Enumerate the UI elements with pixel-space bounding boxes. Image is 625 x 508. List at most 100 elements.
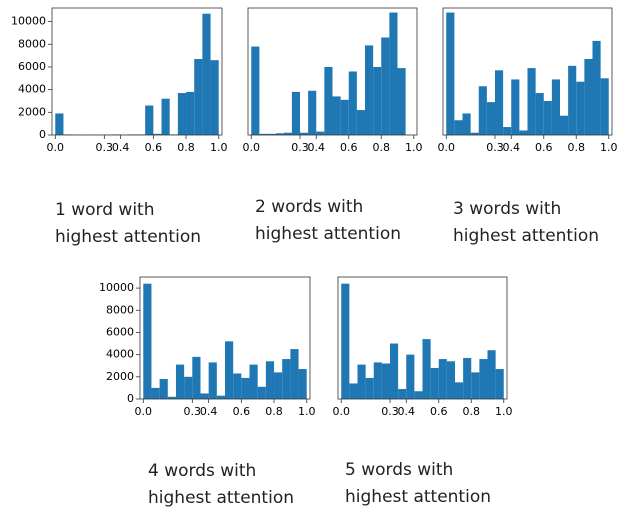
x-tick-label: 0.3 xyxy=(96,141,114,154)
histogram-bar xyxy=(153,133,162,135)
histogram-bar xyxy=(511,79,520,135)
y-tick-label: 6000 xyxy=(106,325,134,338)
y-tick-label: 0 xyxy=(39,128,46,141)
x-tick-label: 1.0 xyxy=(495,405,513,418)
histogram-bar xyxy=(192,356,201,399)
histogram-bar xyxy=(446,12,455,136)
histogram-bar xyxy=(462,113,471,135)
x-tick-label: 0.6 xyxy=(145,141,163,154)
histogram-bar xyxy=(349,383,358,399)
x-tick-label: 0.4 xyxy=(503,141,521,154)
histogram-bar xyxy=(341,283,350,399)
histogram-bar xyxy=(290,349,299,399)
x-tick-label: 0.0 xyxy=(243,141,261,154)
histogram-bar xyxy=(365,45,374,135)
histogram-bar xyxy=(159,379,168,399)
x-tick-label: 1.0 xyxy=(210,141,228,154)
y-tick-label: 6000 xyxy=(18,60,46,73)
histogram-bar xyxy=(151,387,160,399)
x-tick-label: 0.3 xyxy=(486,141,504,154)
histogram-bar xyxy=(356,110,365,135)
histogram-bar xyxy=(257,386,266,399)
histogram-bar xyxy=(527,68,536,135)
histogram-bar xyxy=(592,40,601,136)
x-tick-label: 0.0 xyxy=(438,141,456,154)
histogram-bar xyxy=(55,113,64,135)
y-tick-label: 0 xyxy=(127,392,134,405)
x-tick-label: 0.6 xyxy=(233,405,251,418)
histogram-bar xyxy=(274,372,283,399)
histogram-bar xyxy=(332,96,341,135)
x-tick-label: 0.0 xyxy=(47,141,65,154)
histogram-bar xyxy=(275,133,284,135)
histogram-bar xyxy=(438,359,447,399)
histogram-bar xyxy=(390,343,399,399)
histogram-bar xyxy=(568,65,577,135)
x-tick-label: 1.0 xyxy=(405,141,423,154)
histogram-bar xyxy=(600,78,609,135)
histogram-bar xyxy=(259,133,268,135)
histogram-bar xyxy=(479,359,488,399)
histogram-bar xyxy=(249,364,258,399)
histogram-bar xyxy=(357,364,366,399)
caption-line: 3 words with xyxy=(453,199,561,219)
histogram-bar xyxy=(576,81,585,135)
histogram-bar xyxy=(143,283,152,399)
histogram-bar xyxy=(291,91,300,135)
x-tick-label: 0.8 xyxy=(373,141,391,154)
histogram-bar xyxy=(446,361,455,399)
caption-line: highest attention xyxy=(55,227,201,247)
caption-line: 2 words with xyxy=(255,197,363,217)
histogram-bar xyxy=(471,372,480,399)
histogram-bar xyxy=(398,389,407,399)
x-tick-label: 0.0 xyxy=(333,405,351,418)
y-tick-label: 2000 xyxy=(18,105,46,118)
histogram-bar xyxy=(200,393,209,399)
histogram-bar xyxy=(478,86,487,135)
histogram-bar xyxy=(414,391,423,399)
x-tick-label: 0.6 xyxy=(430,405,448,418)
histogram-bar xyxy=(584,59,593,135)
x-tick-label: 0.8 xyxy=(177,141,195,154)
caption-line: 4 words with xyxy=(148,461,256,481)
caption-line: highest attention xyxy=(345,487,491,507)
y-tick-label: 10000 xyxy=(11,15,46,28)
x-tick-label: 0.3 xyxy=(184,405,202,418)
histogram-bar xyxy=(177,93,187,135)
caption-line: 5 words with xyxy=(345,460,453,480)
x-tick-label: 0.4 xyxy=(200,405,218,418)
histogram-bar xyxy=(167,396,176,399)
x-tick-label: 1.0 xyxy=(600,141,618,154)
histogram-bar xyxy=(470,132,479,135)
histogram-bar xyxy=(208,362,217,399)
histogram-bar xyxy=(210,60,219,135)
histogram-bar xyxy=(406,354,415,399)
y-tick-label: 8000 xyxy=(18,37,46,50)
histogram-bar xyxy=(161,98,170,135)
histogram-bar xyxy=(535,93,544,135)
histogram-bar xyxy=(373,66,382,135)
histogram-bar xyxy=(495,369,504,399)
histogram-bar xyxy=(551,79,560,135)
histogram-bar xyxy=(519,130,528,135)
histogram-bar xyxy=(184,376,193,399)
histogram-bar xyxy=(265,361,275,399)
histogram-bar xyxy=(381,37,390,135)
histogram-bar xyxy=(251,46,260,135)
y-tick-label: 4000 xyxy=(18,83,46,96)
histogram-bar xyxy=(316,131,325,135)
histogram-bar xyxy=(381,363,390,399)
axes-frame xyxy=(442,7,613,136)
histogram-bar xyxy=(298,369,307,399)
x-tick-label: 0.8 xyxy=(568,141,586,154)
x-tick-label: 0.8 xyxy=(463,405,481,418)
y-tick-label: 4000 xyxy=(106,348,134,361)
histogram-bar xyxy=(340,99,349,135)
caption-line: highest attention xyxy=(453,226,599,246)
axes-frame xyxy=(247,7,418,136)
histogram-bar xyxy=(283,132,292,135)
histogram-bar xyxy=(389,12,398,136)
axes-frame xyxy=(337,276,508,400)
histogram-bar xyxy=(397,68,406,135)
